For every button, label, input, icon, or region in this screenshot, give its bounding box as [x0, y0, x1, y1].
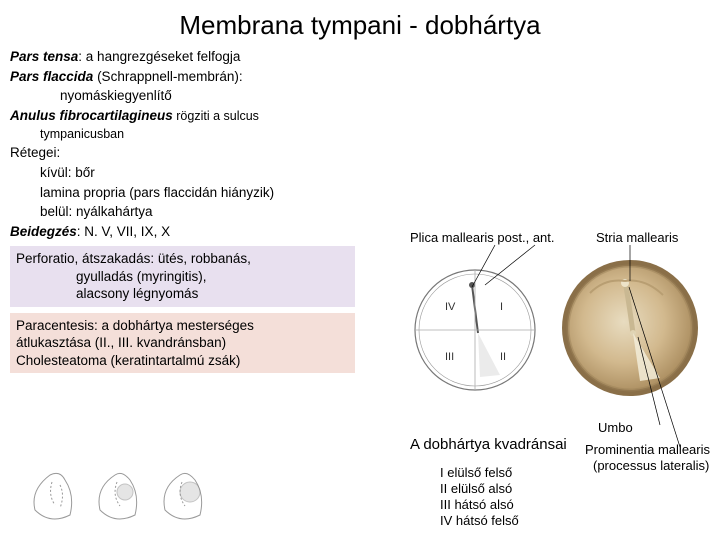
- q4-label: IV hátsó felső: [440, 513, 519, 528]
- anulus-term: Anulus fibrocartilagineus: [10, 108, 173, 123]
- box2-l2: átlukasztása (II., III. kvandránsban): [16, 334, 349, 352]
- anulus-rest: rögziti a sulcus: [173, 109, 259, 123]
- prominentia-label-1: Prominentia mallearis: [585, 442, 710, 457]
- umbo-label: Umbo: [598, 420, 633, 435]
- pars-tensa-line: Pars tensa: a hangrezgéseket felfogja: [10, 48, 370, 66]
- nyomas-line: nyomáskiegyenlítő: [10, 87, 370, 105]
- cholesteatoma-sketch: [20, 460, 220, 530]
- pars-flaccida-line: Pars flaccida (Schrappnell-membrán):: [10, 68, 370, 86]
- left-column: Pars tensa: a hangrezgéseket felfogja Pa…: [10, 48, 370, 373]
- tympanicus-line: tympanicusban: [10, 126, 370, 142]
- box1-l1: Perforatio, átszakadás: ütés, robbanás,: [16, 250, 349, 268]
- box2-l1: Paracentesis: a dobhártya mesterséges: [16, 317, 349, 335]
- paracentesis-box: Paracentesis: a dobhártya mesterséges át…: [10, 313, 355, 374]
- retegei-line: Rétegei:: [10, 144, 370, 162]
- page-title: Membrana tympani - dobhártya: [0, 0, 720, 49]
- belul-line: belül: nyálkahártya: [10, 203, 370, 221]
- beidegzes-line: Beidegzés: N. V, VII, IX, X: [10, 223, 370, 241]
- quadrant-title: A dobhártya kvadránsai: [410, 436, 567, 453]
- beidegzes-rest: : N. V, VII, IX, X: [77, 224, 170, 239]
- beidegzes-term: Beidegzés: [10, 224, 77, 239]
- kivul-line: kívül: bőr: [10, 164, 370, 182]
- anulus-line: Anulus fibrocartilagineus rögziti a sulc…: [10, 107, 370, 125]
- lamina-line: lamina propria (pars flaccidán hiányzik): [10, 184, 370, 202]
- box1-l3: alacsony légnyomás: [16, 285, 349, 303]
- q2-label: II elülső alsó: [440, 481, 512, 496]
- perforatio-box: Perforatio, átszakadás: ütés, robbanás, …: [10, 246, 355, 307]
- box2-l3: Cholesteatoma (keratintartalmú zsák): [16, 352, 349, 370]
- pars-tensa-rest: : a hangrezgéseket felfogja: [78, 49, 240, 64]
- pars-tensa-term: Pars tensa: [10, 49, 78, 64]
- prominentia-label-2: (processus lateralis): [593, 458, 709, 473]
- q3-label: III hátsó alsó: [440, 497, 514, 512]
- pars-flaccida-term: Pars flaccida: [10, 69, 93, 84]
- q1-label: I elülső felső: [440, 465, 512, 480]
- leader-lines: [395, 225, 720, 525]
- pars-flaccida-rest: (Schrappnell-membrán):: [93, 69, 242, 84]
- box1-l2: gyulladás (myringitis),: [16, 268, 349, 286]
